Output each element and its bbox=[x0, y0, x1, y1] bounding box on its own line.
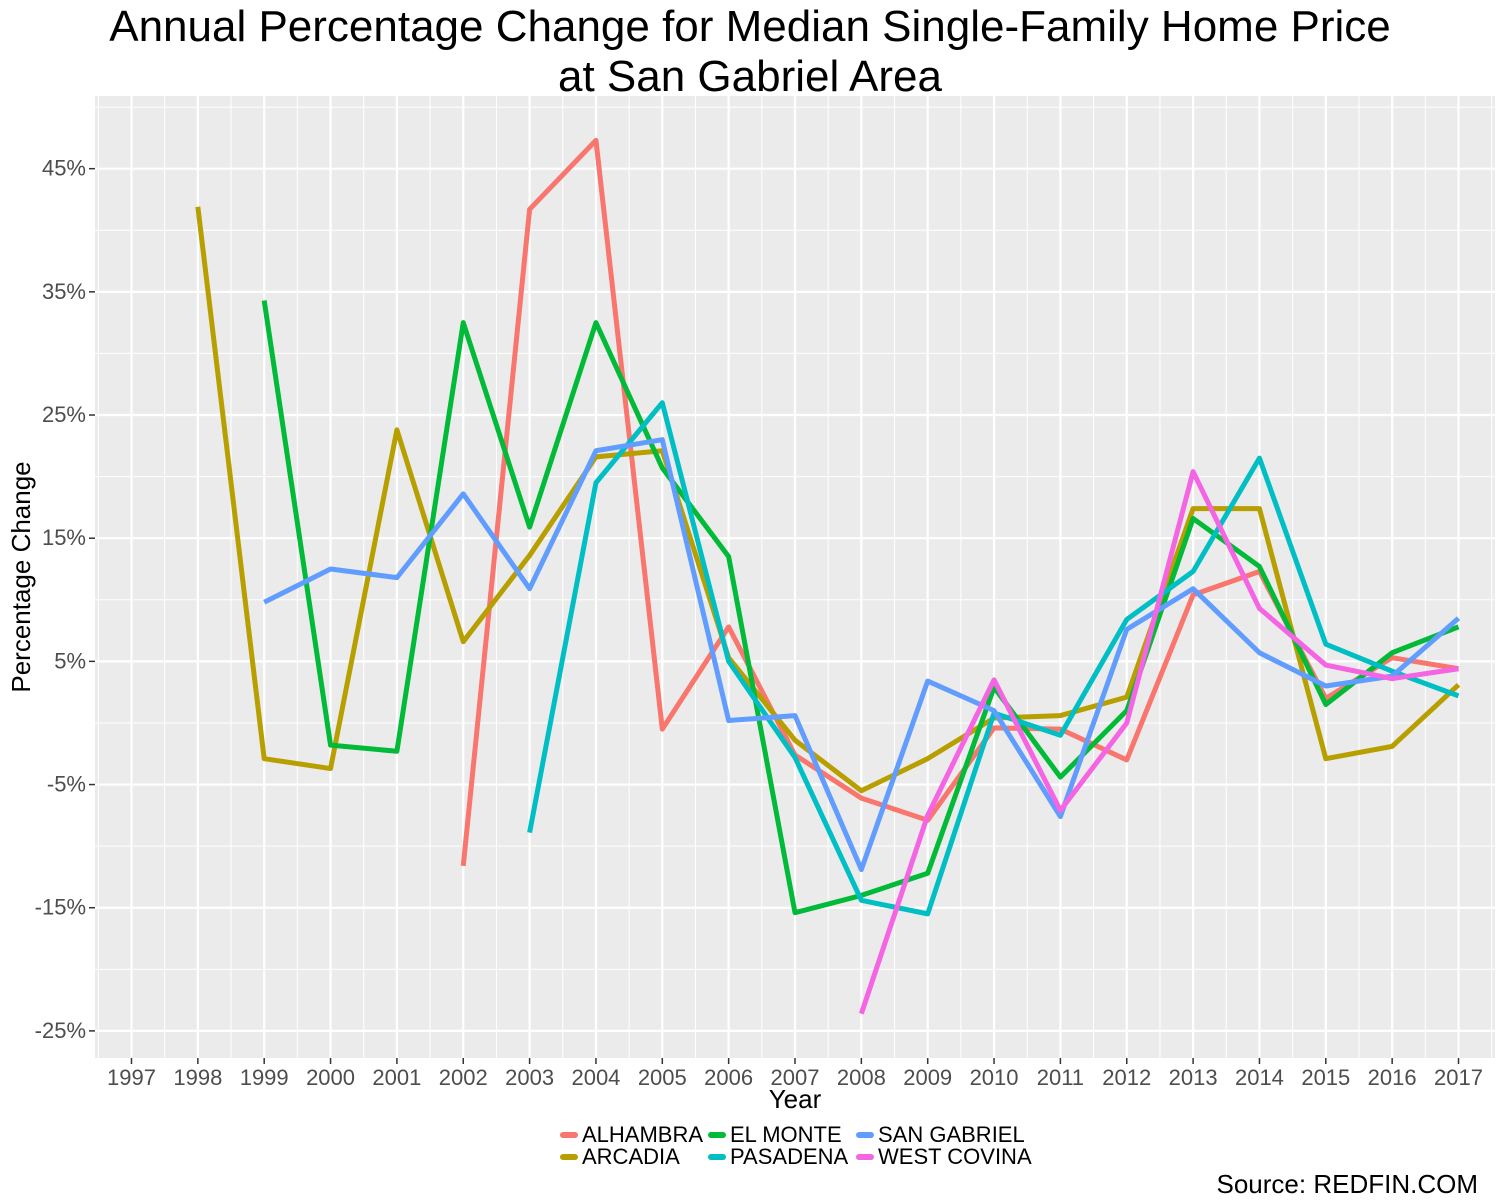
x-tick-label: 2016 bbox=[1368, 1065, 1417, 1090]
x-tick-label: 1998 bbox=[173, 1065, 222, 1090]
x-tick-label: 2002 bbox=[439, 1065, 488, 1090]
x-tick-label: 1997 bbox=[107, 1065, 156, 1090]
y-tick-label: -5% bbox=[47, 772, 86, 797]
legend-key bbox=[856, 1154, 874, 1160]
legend-item-el-monte: EL MONTE bbox=[708, 1124, 842, 1146]
y-axis: 45% 35% 25% 15% 5% -5% -15% -25% bbox=[35, 156, 95, 1043]
source-caption: Source: REDFIN.COM bbox=[1216, 1169, 1479, 1199]
x-tick-label: 2014 bbox=[1235, 1065, 1284, 1090]
x-tick-label: 2007 bbox=[771, 1065, 820, 1090]
y-tick-label: 45% bbox=[42, 156, 86, 181]
y-tick-label: -25% bbox=[35, 1018, 86, 1043]
x-tick-label: 2006 bbox=[704, 1065, 753, 1090]
legend-label: ARCADIA bbox=[582, 1144, 680, 1169]
y-tick-label: 15% bbox=[42, 525, 86, 550]
x-tick-label: 2015 bbox=[1301, 1065, 1350, 1090]
legend-key bbox=[560, 1154, 578, 1160]
series-lines bbox=[195, 137, 1461, 1015]
x-tick-label: 2009 bbox=[903, 1065, 952, 1090]
legend-label: PASADENA bbox=[730, 1144, 849, 1169]
x-axis-label: Year bbox=[769, 1084, 822, 1114]
x-tick-label: 2010 bbox=[970, 1065, 1019, 1090]
legend-item-west-covina: WEST COVINA bbox=[856, 1146, 1032, 1168]
legend-item-pasadena: PASADENA bbox=[708, 1146, 848, 1168]
legend-key bbox=[708, 1154, 726, 1160]
x-tick-label: 2005 bbox=[638, 1065, 687, 1090]
major-gridlines bbox=[95, 96, 1495, 1058]
legend-label: ALHAMBRA bbox=[582, 1122, 704, 1147]
x-tick-label: 2011 bbox=[1037, 1065, 1084, 1090]
y-tick-label: 5% bbox=[54, 648, 86, 673]
legend-key bbox=[560, 1132, 578, 1138]
y-tick-label: 25% bbox=[42, 402, 86, 427]
legend-label: EL MONTE bbox=[730, 1122, 842, 1147]
y-axis-label: Percentage Change bbox=[6, 461, 36, 692]
legend-key bbox=[708, 1132, 726, 1138]
x-tick-label: 2001 bbox=[372, 1065, 421, 1090]
series-line-arcadia bbox=[195, 206, 1461, 794]
y-tick-label: 35% bbox=[42, 279, 86, 304]
x-tick-label: 1999 bbox=[240, 1065, 289, 1090]
legend-label: SAN GABRIEL bbox=[878, 1122, 1025, 1147]
x-axis: 1997 1998 1999 2000 2001 2002 2003 2004 2005 2006… bbox=[107, 1058, 1483, 1090]
legend-item-san-gabriel: SAN GABRIEL bbox=[856, 1124, 1025, 1146]
chart-title-line-2: at San Gabriel Area bbox=[557, 52, 942, 101]
x-tick-label: 2004 bbox=[571, 1065, 620, 1090]
x-tick-label: 2003 bbox=[505, 1065, 554, 1090]
x-tick-label: 2008 bbox=[837, 1065, 886, 1090]
legend-item-arcadia: ARCADIA bbox=[560, 1146, 680, 1168]
legend: ALHAMBRA ARCADIA EL MONTE PASADENA SAN GABRI… bbox=[560, 1124, 1080, 1170]
legend-label: WEST COVINA bbox=[878, 1144, 1032, 1169]
x-tick-label: 2013 bbox=[1169, 1065, 1218, 1090]
series-line-san-gabriel bbox=[263, 437, 1461, 873]
legend-item-alhambra: ALHAMBRA bbox=[560, 1124, 703, 1146]
series-line-west-covina bbox=[858, 469, 1459, 1015]
y-tick-label: -15% bbox=[35, 895, 86, 920]
chart-title-line-1: Annual Percentage Change for Median Sing… bbox=[109, 2, 1391, 51]
x-tick-label: 2012 bbox=[1102, 1065, 1151, 1090]
x-tick-label: 2017 bbox=[1434, 1065, 1483, 1090]
legend-key bbox=[856, 1132, 874, 1138]
x-tick-label: 2000 bbox=[306, 1065, 355, 1090]
